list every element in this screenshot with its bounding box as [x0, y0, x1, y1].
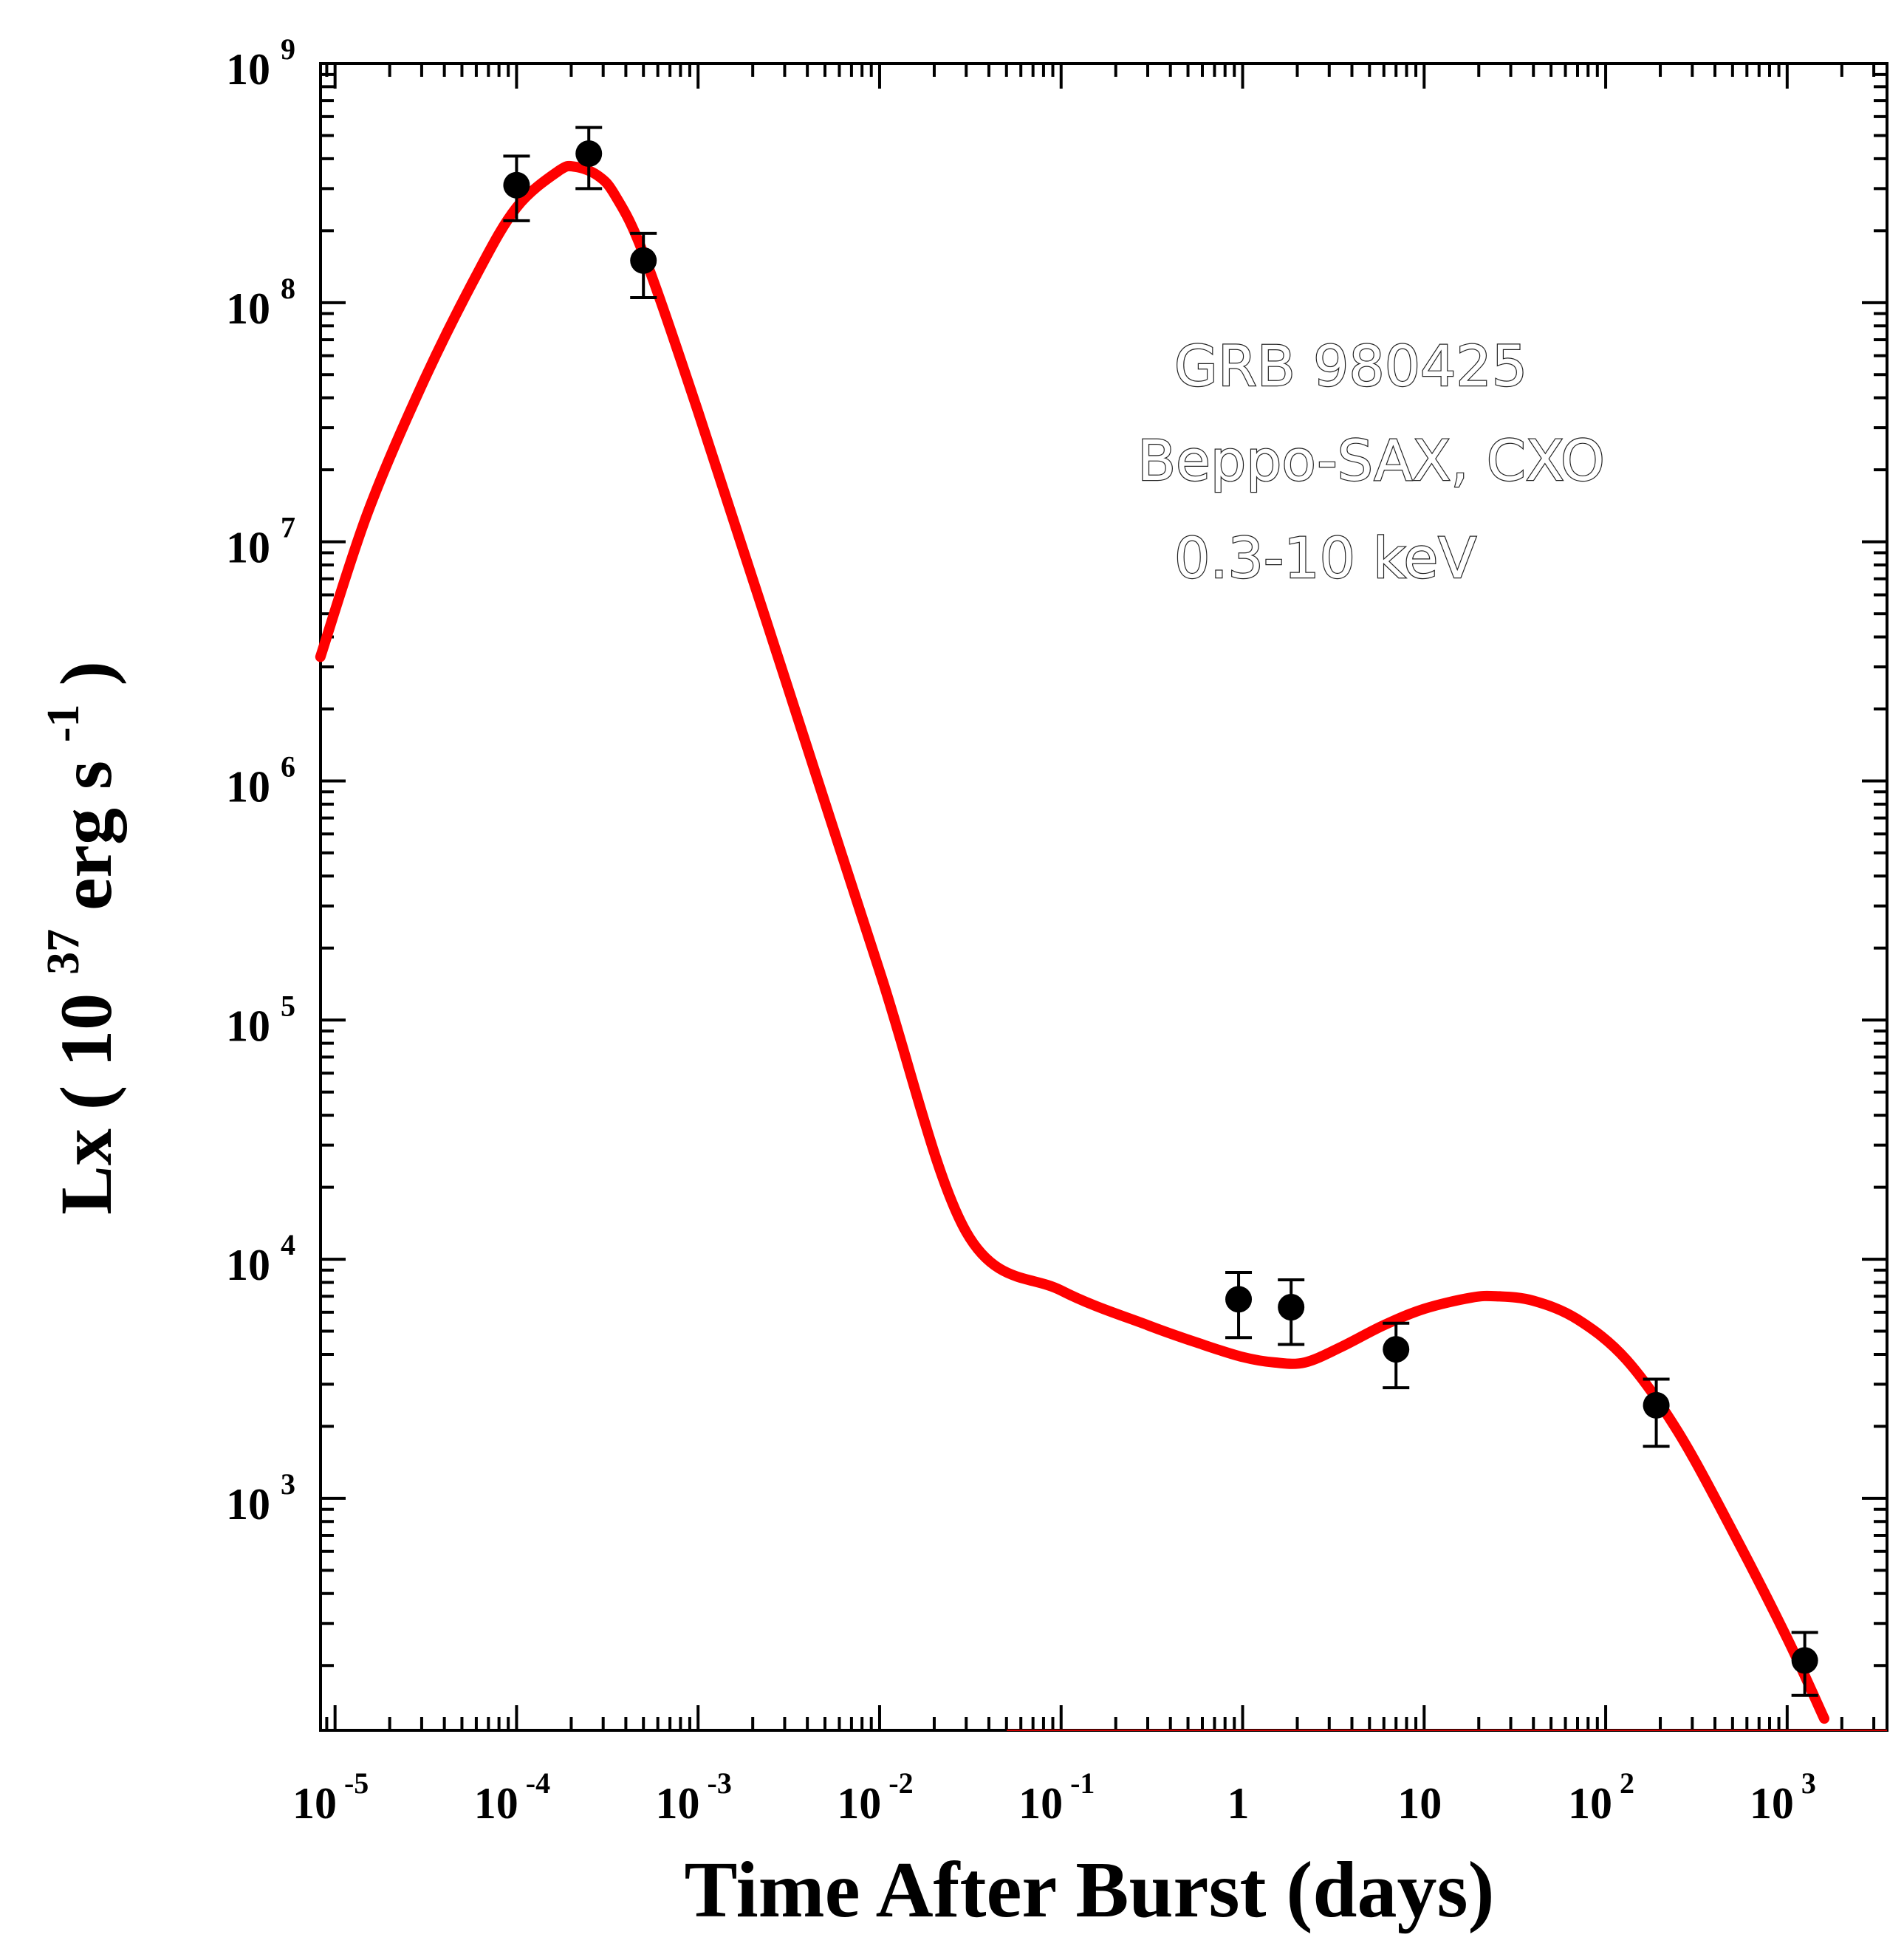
x-tick-label-exp: -5 [344, 1766, 369, 1800]
data-points [503, 126, 1818, 1697]
y-axis-title-exp2: -1 [38, 704, 89, 742]
major-ticks [321, 62, 1887, 1730]
x-tick-label-exp: -4 [526, 1766, 550, 1800]
x-tick-label: 10 -3 [656, 1766, 732, 1828]
x-tick-label-exp: -2 [888, 1766, 913, 1800]
y-tick-label: 10 6 [226, 750, 295, 811]
x-tick-label-base: 10 [837, 1779, 881, 1828]
x-tick-label: 10 -4 [474, 1766, 550, 1828]
x-tick-label-base: 10 [1750, 1779, 1794, 1828]
y-tick-label: 10 5 [226, 989, 295, 1050]
x-tick-label-exp: -3 [708, 1766, 732, 1800]
minor-ticks [321, 64, 1887, 1730]
x-axis-title: Time After Burst (days) [685, 1846, 1495, 1934]
y-tick-labels: 10 3 10 4 10 5 10 6 10 7 10 8 10 9 [226, 32, 295, 1529]
x-tick-label-exp: -1 [1070, 1766, 1095, 1800]
y-tick-label-exp: 3 [281, 1467, 295, 1501]
y-tick-label-exp: 5 [281, 989, 295, 1022]
x-tick-label-base: 10 [656, 1779, 700, 1828]
y-tick-label: 10 4 [226, 1228, 295, 1289]
data-point [630, 231, 657, 299]
data-point [1225, 1271, 1253, 1340]
y-tick-label: 10 8 [226, 272, 295, 333]
x-tick-label-base: 10 [474, 1779, 518, 1828]
model-curve [315, 160, 1829, 1724]
y-tick-label-base: 10 [226, 1001, 270, 1050]
y-tick-label-exp: 6 [281, 750, 295, 783]
y-tick-label: 10 7 [226, 511, 295, 572]
model-layer [315, 160, 1887, 1731]
annotation-block: GRB 980425 Beppo-SAX, CXO 0.3-10 keV [1137, 332, 1606, 592]
x-tick-label-exp: 2 [1620, 1766, 1634, 1800]
annotation-band: 0.3-10 keV [1174, 525, 1476, 591]
data-point [503, 154, 530, 222]
y-tick-label-base: 10 [226, 762, 270, 811]
x-tick-label-base: 10 [1568, 1779, 1612, 1828]
y-axis-title-middle: erg s [45, 761, 127, 911]
x-tick-label: 10 [1397, 1779, 1442, 1828]
x-tick-label: 10 -2 [837, 1766, 913, 1828]
x-tick-label: 1 [1227, 1779, 1250, 1828]
data-marker [1643, 1391, 1670, 1419]
data-marker [1225, 1286, 1253, 1313]
x-tick-label: 10 3 [1750, 1766, 1816, 1828]
plot-frame [319, 62, 1888, 1732]
x-tick-label: 10 -1 [1018, 1766, 1095, 1828]
y-tick-label: 10 3 [226, 1467, 295, 1529]
data-point [1383, 1321, 1410, 1390]
x-tick-label-base: 10 [292, 1779, 337, 1828]
y-tick-label-base: 10 [226, 45, 270, 94]
y-axis-title-exp: 37 [38, 929, 89, 975]
y-tick-label-exp: 9 [281, 32, 295, 66]
y-tick-label-base: 10 [226, 1241, 270, 1289]
x-tick-label: 10 -5 [292, 1766, 369, 1828]
data-point [575, 126, 603, 191]
x-tick-label-base: 10 [1397, 1779, 1442, 1828]
x-tick-label-exp: 3 [1801, 1766, 1816, 1800]
y-tick-label-base: 10 [226, 1480, 270, 1529]
y-axis-title-prefix: Lx ( 10 [45, 993, 127, 1215]
x-tick-labels: 10 -5 10 -4 10 -3 10 -2 10 -1 1 10 10 2 10 3 [292, 1766, 1816, 1828]
data-marker [575, 140, 603, 167]
x-tick-label-base: 10 [1018, 1779, 1063, 1828]
y-tick-label-base: 10 [226, 284, 270, 333]
y-axis-title-suffix: ) [45, 661, 127, 685]
data-point [1791, 1631, 1818, 1697]
data-point [1643, 1377, 1670, 1448]
y-tick-label-exp: 7 [281, 511, 295, 544]
y-tick-label-exp: 8 [281, 272, 295, 305]
x-tick-label-base: 1 [1227, 1779, 1250, 1828]
y-tick-label: 10 9 [226, 32, 295, 94]
data-marker [1278, 1294, 1305, 1321]
data-marker [1791, 1647, 1818, 1674]
y-axis-title: Lx ( 10 37 erg s -1 ) [13, 661, 127, 1215]
data-marker [503, 171, 530, 199]
data-marker [630, 247, 657, 274]
annotation-grb: GRB 980425 [1174, 333, 1527, 399]
data-marker [1383, 1336, 1410, 1363]
annotation-instruments: Beppo-SAX, CXO [1137, 428, 1605, 493]
data-point [1278, 1278, 1305, 1346]
y-tick-label-exp: 4 [281, 1228, 295, 1261]
y-tick-label-base: 10 [226, 524, 270, 572]
x-tick-label: 10 2 [1568, 1766, 1634, 1828]
